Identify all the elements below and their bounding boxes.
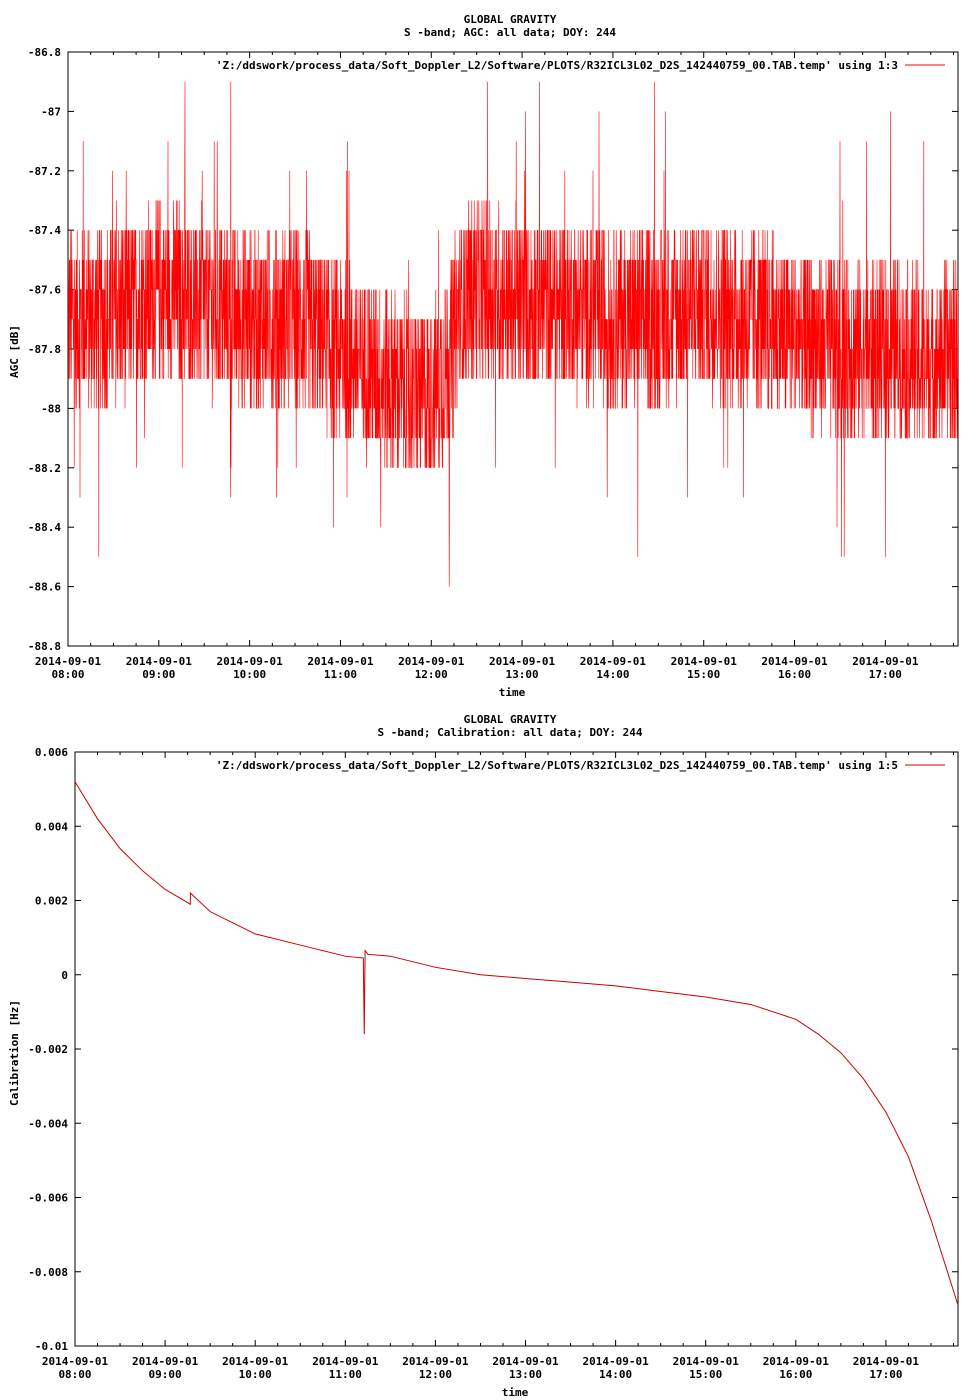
calibration-plot-frame bbox=[74, 751, 959, 1347]
calibration-y-tick-label: 0.004 bbox=[35, 820, 68, 833]
calibration-x-tick-date: 2014-09-01 bbox=[222, 1355, 289, 1368]
calibration-chart-subtitle: S -band; Calibration: all data; DOY: 244 bbox=[377, 726, 643, 739]
agc-x-tick-time: 12:00 bbox=[415, 668, 448, 681]
agc-x-tick-date: 2014-09-01 bbox=[126, 655, 193, 668]
agc-x-tick-time: 11:00 bbox=[324, 668, 357, 681]
calibration-y-tick-label: -0.008 bbox=[28, 1266, 68, 1279]
agc-x-tick-time: 15:00 bbox=[687, 668, 720, 681]
agc-y-tick-label: -87.8 bbox=[28, 343, 61, 356]
agc-y-tick-label: -87 bbox=[41, 105, 61, 118]
agc-x-tick-time: 14:00 bbox=[596, 668, 629, 681]
calibration-x-tick-date: 2014-09-01 bbox=[132, 1355, 199, 1368]
calibration-x-tick-time: 11:00 bbox=[329, 1368, 362, 1381]
calibration-x-tick-date: 2014-09-01 bbox=[42, 1355, 109, 1368]
calibration-y-tick-label: 0.006 bbox=[35, 746, 68, 759]
agc-x-tick-time: 08:00 bbox=[51, 668, 84, 681]
agc-y-tick-label: -86.8 bbox=[28, 46, 61, 59]
calibration-x-tick-date: 2014-09-01 bbox=[492, 1355, 559, 1368]
agc-y-tick-label: -88.8 bbox=[28, 640, 61, 653]
calibration-y-tick-label: 0 bbox=[61, 969, 68, 982]
agc-y-tick-label: -88.4 bbox=[28, 521, 61, 534]
calibration-x-tick-date: 2014-09-01 bbox=[582, 1355, 649, 1368]
calibration-y-tick-label: -0.006 bbox=[28, 1192, 68, 1205]
calibration-x-tick-time: 17:00 bbox=[869, 1368, 902, 1381]
agc-y-tick-label: -87.6 bbox=[28, 284, 61, 297]
calibration-x-tick-time: 16:00 bbox=[779, 1368, 812, 1381]
calibration-x-tick-time: 09:00 bbox=[149, 1368, 182, 1381]
calibration-x-tick-time: 13:00 bbox=[509, 1368, 542, 1381]
calibration-x-axis-label: time bbox=[501, 1386, 529, 1399]
calibration-y-tick-label: -0.002 bbox=[28, 1043, 68, 1056]
agc-x-tick-date: 2014-09-01 bbox=[580, 655, 647, 668]
agc-chart: GLOBAL GRAVITY S -band; AGC: all data; D… bbox=[8, 13, 959, 699]
agc-chart-title: GLOBAL GRAVITY bbox=[463, 13, 557, 26]
calibration-chart-title: GLOBAL GRAVITY bbox=[463, 713, 557, 726]
agc-y-tick-label: -88.6 bbox=[28, 581, 61, 594]
agc-y-tick-label: -88.2 bbox=[28, 462, 61, 475]
calibration-x-tick-date: 2014-09-01 bbox=[312, 1355, 379, 1368]
agc-series-line bbox=[68, 81, 959, 587]
agc-x-tick-date: 2014-09-01 bbox=[671, 655, 738, 668]
agc-x-tick-date: 2014-09-01 bbox=[35, 655, 102, 668]
calibration-chart: GLOBAL GRAVITY S -band; Calibration: all… bbox=[0, 700, 980, 1400]
calibration-x-tick-time: 14:00 bbox=[599, 1368, 632, 1381]
calibration-x-tick-time: 12:00 bbox=[419, 1368, 452, 1381]
calibration-y-axis-label: Calibration [Hz] bbox=[8, 1000, 21, 1106]
agc-y-tick-label: -87.2 bbox=[28, 165, 61, 178]
agc-x-tick-time: 17:00 bbox=[869, 668, 902, 681]
agc-x-tick-date: 2014-09-01 bbox=[489, 655, 556, 668]
agc-x-tick-time: 13:00 bbox=[506, 668, 539, 681]
calibration-legend-label: 'Z:/ddswork/process_data/Soft_Doppler_L2… bbox=[215, 759, 898, 772]
agc-y-tick-label: -88 bbox=[41, 402, 61, 415]
agc-x-tick-date: 2014-09-01 bbox=[398, 655, 465, 668]
agc-x-tick-time: 16:00 bbox=[778, 668, 811, 681]
calibration-x-tick-date: 2014-09-01 bbox=[853, 1355, 920, 1368]
calibration-x-tick-time: 15:00 bbox=[689, 1368, 722, 1381]
calibration-x-tick-date: 2014-09-01 bbox=[402, 1355, 469, 1368]
agc-y-tick-label: -87.4 bbox=[28, 224, 61, 237]
calibration-x-tick-time: 10:00 bbox=[239, 1368, 272, 1381]
agc-x-tick-time: 09:00 bbox=[142, 668, 175, 681]
calibration-y-tick-label: -0.01 bbox=[35, 1340, 68, 1353]
calibration-series-line bbox=[74, 781, 959, 1306]
agc-x-tick-date: 2014-09-01 bbox=[761, 655, 828, 668]
agc-y-axis-label: AGC [dB] bbox=[8, 325, 21, 378]
agc-x-tick-date: 2014-09-01 bbox=[852, 655, 919, 668]
calibration-plot-area: 0.006 0.004 0.002 0 -0.002 -0.004 -0.006 -0.008… bbox=[28, 746, 959, 1381]
agc-x-tick-date: 2014-09-01 bbox=[217, 655, 284, 668]
agc-x-tick-date: 2014-09-01 bbox=[307, 655, 374, 668]
agc-chart-subtitle: S -band; AGC: all data; DOY: 244 bbox=[404, 26, 616, 39]
agc-legend-label: 'Z:/ddswork/process_data/Soft_Doppler_L2… bbox=[215, 59, 898, 72]
agc-x-axis-label: time bbox=[498, 686, 526, 699]
calibration-x-tick-date: 2014-09-01 bbox=[673, 1355, 740, 1368]
agc-x-tick-time: 10:00 bbox=[233, 668, 266, 681]
calibration-y-tick-label: -0.004 bbox=[28, 1117, 68, 1130]
calibration-x-tick-date: 2014-09-01 bbox=[763, 1355, 830, 1368]
calibration-x-tick-time: 08:00 bbox=[58, 1368, 91, 1381]
agc-plot-area: -86.8 -87 -87.2 -87.4 -87.6 -87.8 -88 -88.2 -88.… bbox=[28, 46, 959, 681]
calibration-y-tick-label: 0.002 bbox=[35, 895, 68, 908]
